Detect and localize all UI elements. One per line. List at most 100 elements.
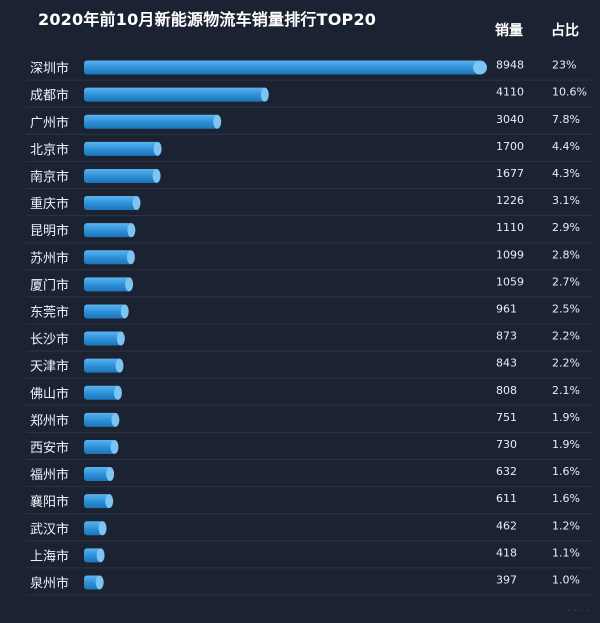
share-value-label: 1.6% xyxy=(552,492,580,505)
bar-end-cap xyxy=(111,412,120,427)
sales-value-label: 611 xyxy=(496,492,517,505)
bar xyxy=(84,331,123,346)
sales-value-label: 1059 xyxy=(496,275,524,288)
category-label: 泉州市 xyxy=(30,575,69,591)
bar xyxy=(84,223,134,238)
sales-value-label: 751 xyxy=(496,411,517,424)
share-value-label: 2.9% xyxy=(552,221,580,234)
bar xyxy=(84,168,159,183)
bar-end-cap xyxy=(116,331,125,346)
bar-end-cap xyxy=(95,575,104,590)
bar xyxy=(84,250,133,265)
share-value-label: 7.8% xyxy=(552,113,580,126)
category-label: 成都市 xyxy=(30,88,69,104)
sales-value-label: 1099 xyxy=(496,248,524,261)
sales-value-label: 1110 xyxy=(496,221,524,234)
bar-end-cap xyxy=(115,358,124,373)
bar xyxy=(84,358,122,373)
category-label: 北京市 xyxy=(30,142,69,158)
share-value-label: 2.8% xyxy=(552,248,580,261)
sales-value-label: 462 xyxy=(496,519,517,532)
category-label: 武汉市 xyxy=(30,521,69,537)
category-label: 福州市 xyxy=(30,467,69,483)
sales-value-label: 873 xyxy=(496,330,517,343)
watermark: · · · · xyxy=(567,606,590,617)
share-value-label: 4.4% xyxy=(552,140,580,153)
category-label: 广州市 xyxy=(30,115,69,131)
bar xyxy=(84,439,117,454)
category-label: 厦门市 xyxy=(30,277,69,293)
category-label: 西安市 xyxy=(30,440,69,456)
bar xyxy=(84,385,120,400)
share-value-label: 4.3% xyxy=(552,167,580,180)
category-label: 南京市 xyxy=(30,169,69,185)
bar-end-cap xyxy=(120,304,129,319)
sales-value-label: 843 xyxy=(496,357,517,370)
share-value-label: 2.2% xyxy=(552,330,580,343)
bar xyxy=(84,114,220,129)
category-label: 苏州市 xyxy=(30,250,69,266)
share-value-label: 23% xyxy=(552,59,576,72)
bar-end-cap xyxy=(126,250,135,265)
bar xyxy=(84,141,160,156)
sales-value-label: 418 xyxy=(496,546,517,559)
category-label: 天津市 xyxy=(30,359,69,375)
sales-value-label: 632 xyxy=(496,465,517,478)
category-label: 东莞市 xyxy=(30,304,69,320)
share-value-label: 1.2% xyxy=(552,519,580,532)
bar xyxy=(84,412,118,427)
category-label: 襄阳市 xyxy=(30,494,69,510)
share-value-label: 1.6% xyxy=(552,465,580,478)
bar xyxy=(84,196,139,211)
sales-value-label: 961 xyxy=(496,302,517,315)
share-value-label: 1.0% xyxy=(552,573,580,586)
share-value-label: 1.1% xyxy=(552,546,580,559)
share-value-label: 1.9% xyxy=(552,438,580,451)
bar xyxy=(84,60,482,75)
bar xyxy=(84,467,113,482)
share-column-header: 占比 xyxy=(551,23,579,39)
sales-value-label: 1677 xyxy=(496,167,524,180)
share-value-label: 1.9% xyxy=(552,411,580,424)
share-value-label: 10.6% xyxy=(552,86,587,99)
bar xyxy=(84,304,127,319)
share-value-label: 2.2% xyxy=(552,357,580,370)
category-label: 郑州市 xyxy=(30,413,69,429)
bar-end-cap xyxy=(113,385,122,400)
bar xyxy=(84,494,112,509)
sales-value-label: 1700 xyxy=(496,140,524,153)
bar-end-cap xyxy=(132,196,141,211)
category-label: 重庆市 xyxy=(30,196,69,212)
bar-end-cap xyxy=(153,141,162,156)
sales-value-label: 3040 xyxy=(496,113,524,126)
category-label: 佛山市 xyxy=(30,386,69,402)
bar-end-cap xyxy=(106,467,115,482)
bar-end-cap xyxy=(96,548,105,563)
bar-end-cap xyxy=(125,277,134,292)
share-value-label: 3.1% xyxy=(552,194,580,207)
sales-value-label: 730 xyxy=(496,438,517,451)
bar-end-cap xyxy=(473,60,487,75)
category-label: 深圳市 xyxy=(30,61,69,77)
share-value-label: 2.1% xyxy=(552,384,580,397)
bar-end-cap xyxy=(152,168,161,183)
bar-end-cap xyxy=(110,439,119,454)
share-value-label: 2.7% xyxy=(552,275,580,288)
bar xyxy=(84,277,132,292)
sales-value-label: 808 xyxy=(496,384,517,397)
sales-value-label: 1226 xyxy=(496,194,524,207)
bar-end-cap xyxy=(98,521,107,536)
bar-end-cap xyxy=(127,223,136,238)
category-label: 长沙市 xyxy=(30,332,69,348)
sales-column-header: 销量 xyxy=(495,23,523,39)
category-label: 上海市 xyxy=(30,548,69,564)
bar xyxy=(84,87,267,102)
sales-value-label: 4110 xyxy=(496,86,524,99)
sales-value-label: 8948 xyxy=(496,59,524,72)
bar-end-cap xyxy=(105,494,114,509)
share-value-label: 2.5% xyxy=(552,302,580,315)
bar-end-cap xyxy=(213,114,222,129)
bar-end-cap xyxy=(260,87,269,102)
chart-title: 2020年前10月新能源物流车销量排行TOP20 xyxy=(38,10,377,29)
